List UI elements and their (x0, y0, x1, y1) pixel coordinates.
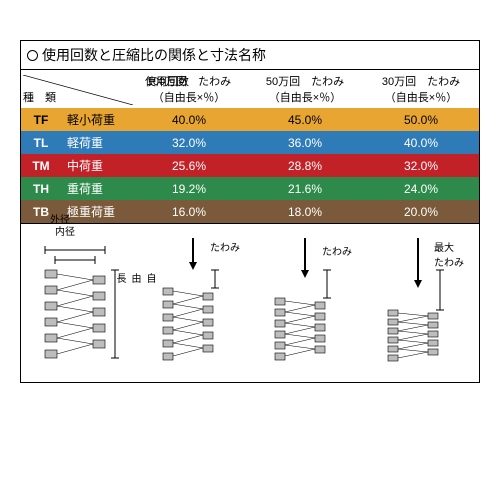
diagram-deflect-2 (250, 236, 363, 366)
row-name: 重荷重 (61, 177, 131, 200)
row-name: 軽小荷重 (61, 108, 131, 131)
row-v2: 36.0% (247, 131, 363, 154)
row-v2: 21.6% (247, 177, 363, 200)
row-v1: 25.6% (131, 154, 247, 177)
hdr-col3-bot: （自由長×％） (385, 92, 457, 104)
spring-d1 (149, 236, 239, 366)
row-v3: 24.0% (363, 177, 479, 200)
main-container: 使用回数と圧縮比の関係と寸法名称 使用回数種 類 100万回 たわみ（自由長×％… (20, 40, 480, 383)
row-v2: 18.0% (247, 200, 363, 223)
row-v2: 45.0% (247, 108, 363, 131)
diagram-free-length (25, 236, 138, 366)
row-v2: 28.8% (247, 154, 363, 177)
row-code: TF (21, 108, 61, 131)
row-v1: 32.0% (131, 131, 247, 154)
diagram-deflect-1 (138, 236, 251, 366)
hdr-col1-bot: （自由長×％） (153, 92, 225, 104)
row-v1: 16.0% (131, 200, 247, 223)
row-v3: 20.0% (363, 200, 479, 223)
title-row: 使用回数と圧縮比の関係と寸法名称 (21, 41, 479, 70)
table-header: 使用回数種 類 100万回 たわみ（自由長×％） 50万回 たわみ（自由長×％）… (21, 70, 479, 109)
hdr-col3-top: 30万回 たわみ (382, 76, 460, 88)
row-name: 軽荷重 (61, 131, 131, 154)
spec-table: 使用回数種 類 100万回 たわみ（自由長×％） 50万回 たわみ（自由長×％）… (21, 70, 479, 109)
row-name: 極重荷重 (61, 200, 131, 223)
row-code: TH (21, 177, 61, 200)
table-row: TB極重荷重16.0%18.0%20.0% (21, 200, 479, 223)
hdr-col2-bot: （自由長×％） (269, 92, 341, 104)
spring-free (31, 236, 131, 366)
row-v3: 32.0% (363, 154, 479, 177)
table-row: TH重荷重19.2%21.6%24.0% (21, 177, 479, 200)
row-v1: 40.0% (131, 108, 247, 131)
table-row: TM中荷重25.6%28.8%32.0% (21, 154, 479, 177)
row-v3: 50.0% (363, 108, 479, 131)
table-row: TL軽荷重32.0%36.0%40.0% (21, 131, 479, 154)
diagram-deflect-max (363, 236, 476, 366)
row-v3: 40.0% (363, 131, 479, 154)
row-name: 中荷重 (61, 154, 131, 177)
hdr-col2-top: 50万回 たわみ (266, 76, 344, 88)
data-rows: TF軽小荷重40.0%45.0%50.0%TL軽荷重32.0%36.0%40.0… (21, 108, 479, 223)
diagram-row (21, 223, 479, 382)
row-code: TB (21, 200, 61, 223)
page-title: 使用回数と圧縮比の関係と寸法名称 (42, 47, 266, 63)
spring-dmax (374, 236, 464, 366)
row-code: TL (21, 131, 61, 154)
bullet-circle (27, 50, 38, 61)
table-row: TF軽小荷重40.0%45.0%50.0% (21, 108, 479, 131)
row-code: TM (21, 154, 61, 177)
spring-d2 (261, 236, 351, 366)
row-v1: 19.2% (131, 177, 247, 200)
